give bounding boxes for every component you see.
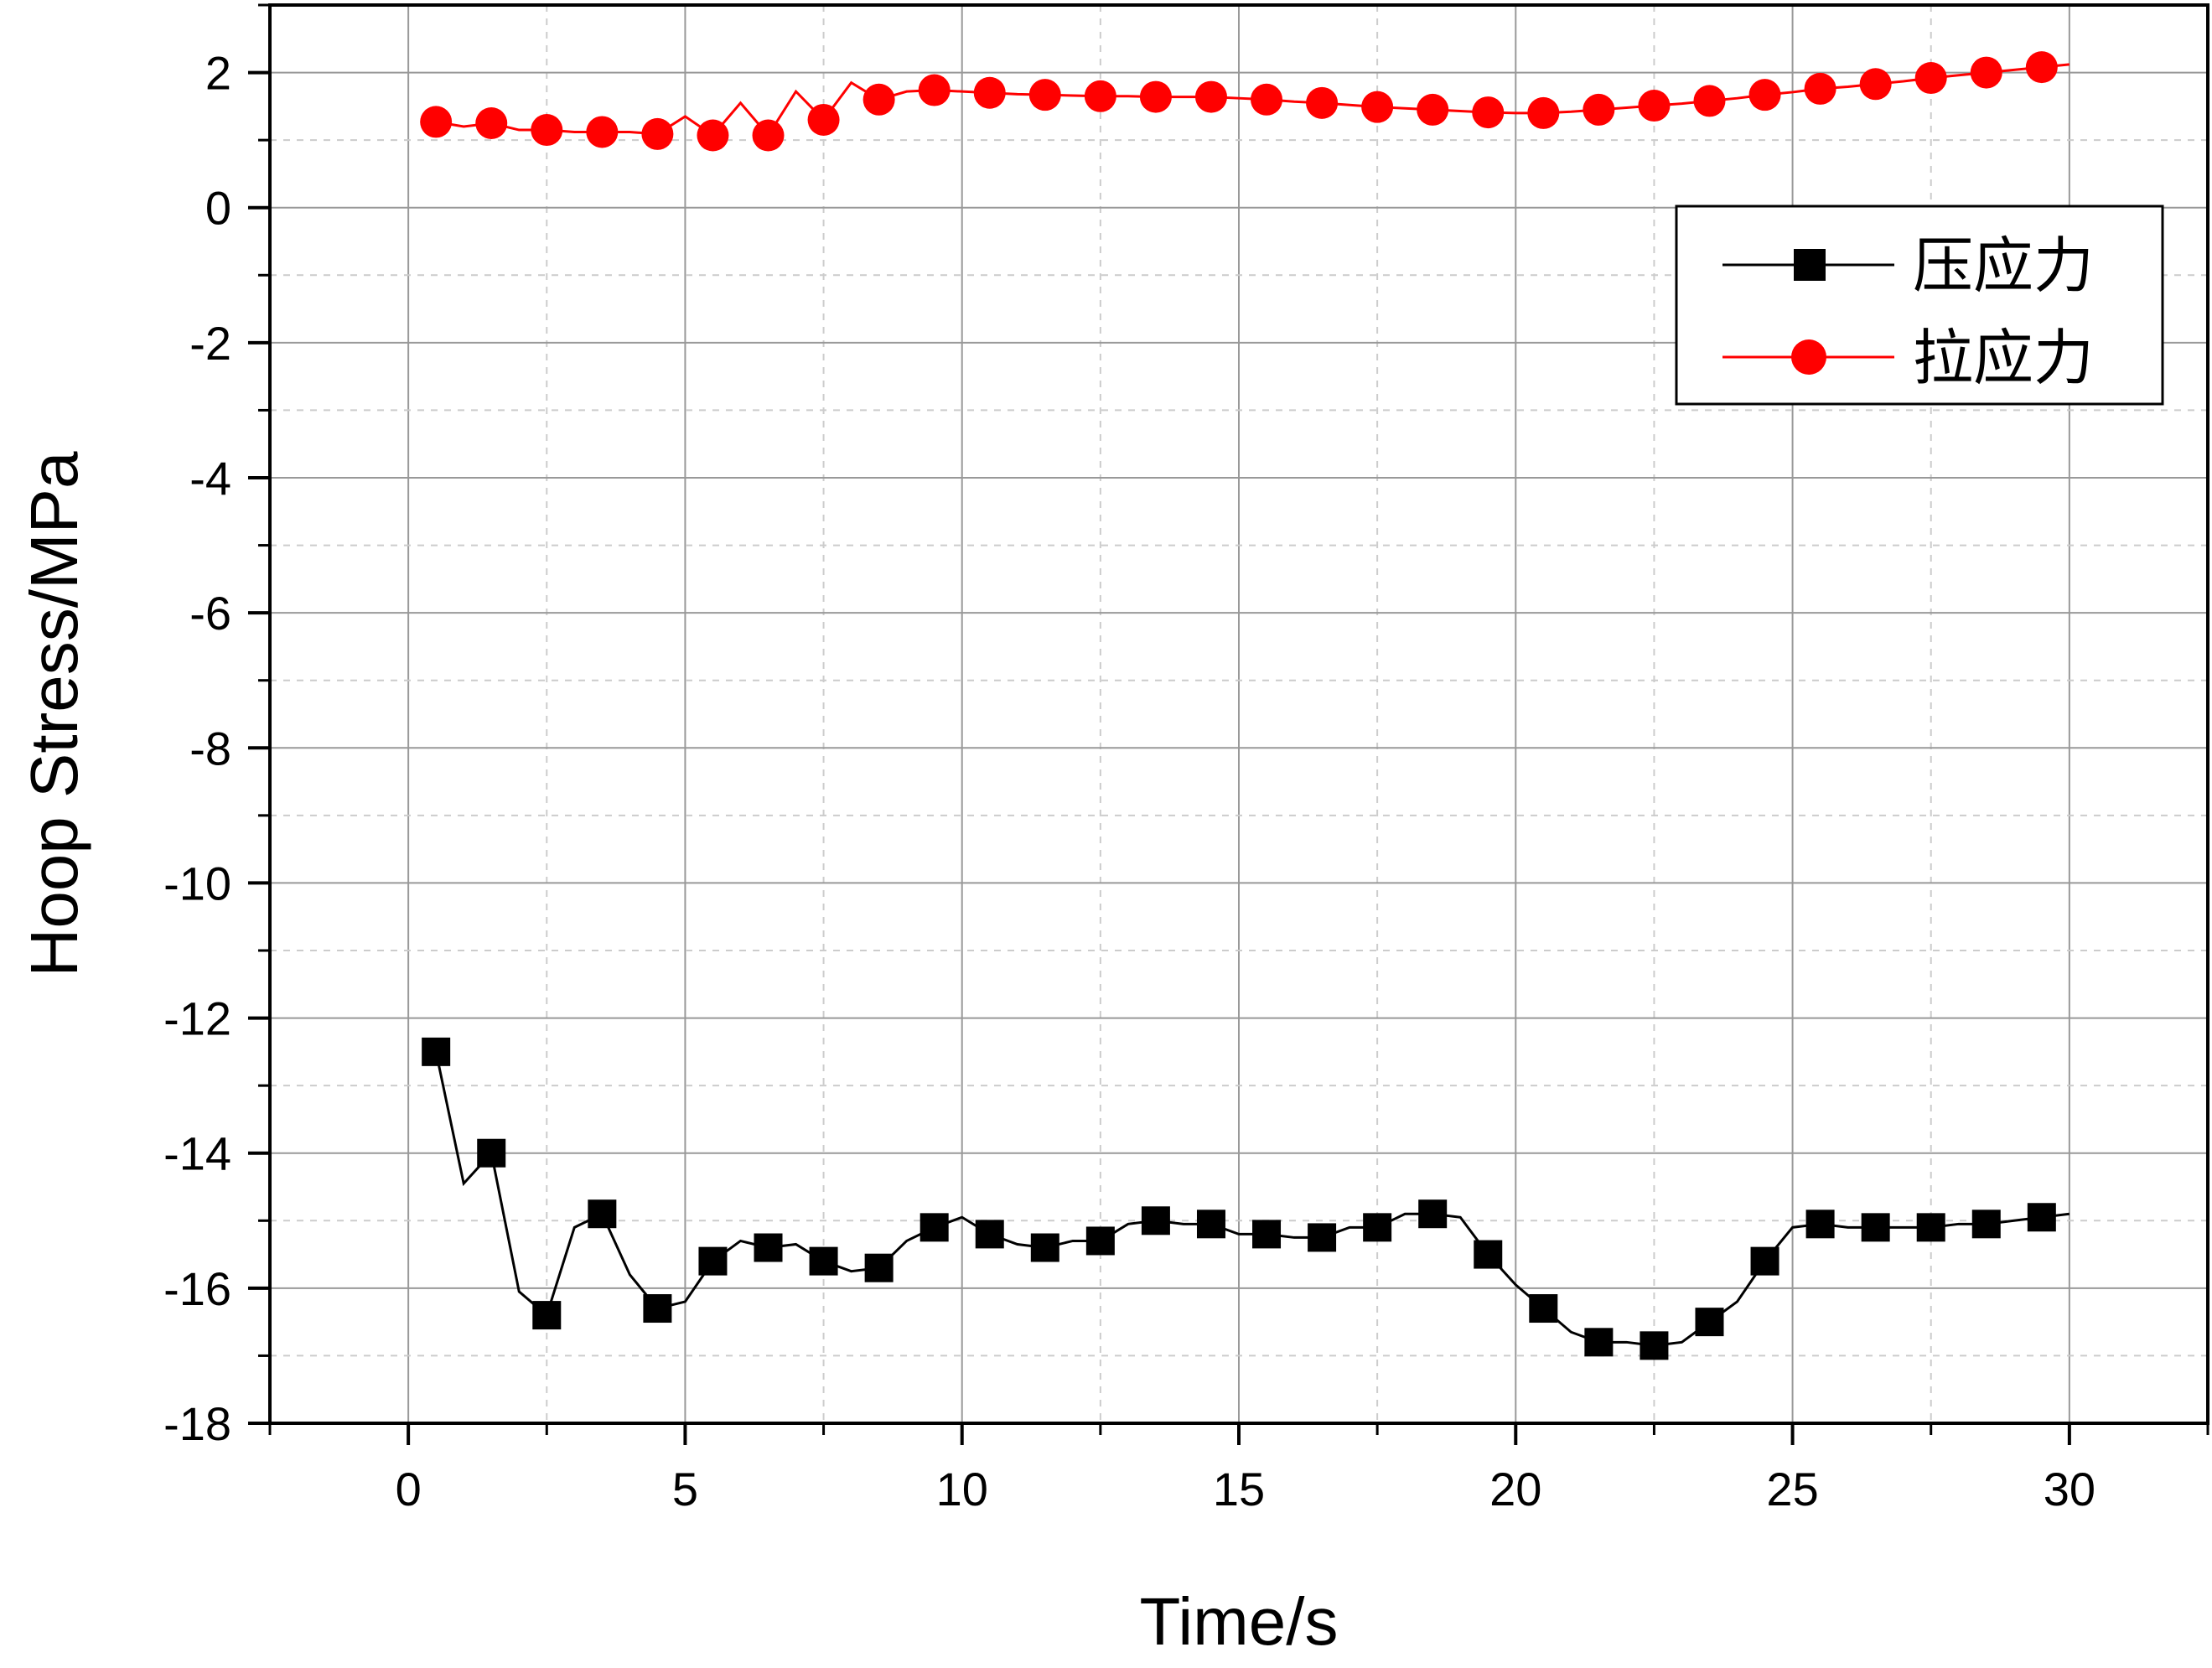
x-axis-title: Time/s	[1139, 1584, 1338, 1659]
data-point-square	[754, 1233, 783, 1262]
data-point-circle	[641, 117, 674, 150]
data-point-circle	[1084, 80, 1116, 112]
legend-label: 压应力	[1913, 231, 2094, 301]
axis-ticks	[248, 3, 2209, 1445]
data-point-square	[1971, 1210, 2001, 1239]
data-point-square	[532, 1301, 562, 1330]
data-point-square	[1363, 1213, 1392, 1242]
y-tick-label: -6	[189, 587, 231, 640]
data-point-square	[1750, 1246, 1779, 1276]
y-tick-label: -8	[189, 722, 231, 774]
data-point-circle	[1638, 90, 1671, 122]
data-point-square	[1418, 1199, 1448, 1229]
legend-marker-square	[1794, 249, 1826, 281]
data-point-square	[1640, 1331, 1669, 1360]
y-axis-title: Hoop Stress/MPa	[17, 451, 91, 976]
data-point-square	[1141, 1206, 1170, 1235]
data-point-circle	[1527, 96, 1560, 129]
y-tick-label: -14	[163, 1127, 231, 1180]
data-point-square	[1030, 1233, 1059, 1262]
data-point-square	[1695, 1308, 1724, 1337]
data-point-square	[643, 1294, 672, 1324]
data-point-circle	[531, 114, 563, 147]
data-point-circle	[1472, 96, 1505, 129]
x-tick-label: 30	[2044, 1463, 2095, 1515]
data-point-circle	[1306, 86, 1339, 119]
y-tick-label: 0	[205, 182, 231, 235]
data-point-square	[1196, 1210, 1225, 1239]
data-point-circle	[1028, 79, 1061, 111]
legend-box	[1675, 205, 2164, 406]
legend-label: 拉应力	[1913, 323, 2094, 393]
series-1	[422, 1037, 2070, 1360]
data-point-circle	[1194, 80, 1227, 113]
data-point-circle	[918, 74, 951, 106]
data-point-circle	[2025, 51, 2058, 84]
data-point-square	[809, 1246, 838, 1276]
y-tick-label: -2	[189, 317, 231, 370]
data-point-circle	[1859, 68, 1892, 101]
data-point-square	[1861, 1213, 1890, 1242]
y-tick-label: -18	[163, 1397, 231, 1450]
data-point-square	[1805, 1210, 1835, 1239]
data-point-square	[1474, 1240, 1503, 1269]
data-point-square	[422, 1037, 451, 1066]
data-point-circle	[1417, 93, 1449, 126]
data-point-circle	[752, 119, 785, 152]
data-point-square	[1308, 1223, 1337, 1252]
x-tick-label: 10	[936, 1463, 988, 1515]
data-point-circle	[1748, 79, 1781, 111]
y-tick-label: -10	[163, 857, 231, 909]
series-line	[434, 1051, 2070, 1347]
data-point-circle	[863, 83, 895, 116]
data-point-circle	[1583, 93, 1615, 126]
x-tick-label: 0	[396, 1463, 422, 1515]
data-point-circle	[1251, 83, 1283, 116]
x-tick-label: 15	[1213, 1463, 1265, 1515]
data-point-square	[1085, 1226, 1115, 1256]
legend-item-2: 拉应力	[1722, 323, 2094, 393]
y-tick-label: 2	[205, 47, 231, 100]
data-point-square	[975, 1220, 1004, 1249]
x-tick-label: 25	[1766, 1463, 1818, 1515]
x-tick-label: 5	[672, 1463, 698, 1515]
data-point-square	[864, 1253, 894, 1282]
series-2	[420, 51, 2070, 152]
data-point-circle	[475, 107, 508, 139]
data-point-square	[588, 1199, 617, 1229]
data-point-square	[1252, 1220, 1282, 1249]
data-point-square	[2027, 1203, 2056, 1232]
data-point-circle	[1693, 85, 1726, 117]
data-point-square	[477, 1138, 506, 1168]
data-point-circle	[1139, 80, 1172, 113]
legend-item-1: 压应力	[1722, 231, 2094, 301]
series-layer	[420, 51, 2070, 1360]
data-point-circle	[1970, 56, 2002, 89]
grid-lines	[269, 4, 2209, 1424]
data-point-circle	[1914, 62, 1947, 95]
legend-marker-circle	[1791, 339, 1826, 375]
y-tick-label: -12	[163, 992, 231, 1045]
y-tick-label: -4	[189, 452, 231, 505]
data-point-square	[920, 1213, 949, 1242]
data-point-circle	[420, 106, 453, 138]
x-tick-label: 20	[1489, 1463, 1541, 1515]
data-point-circle	[697, 119, 729, 152]
data-point-circle	[1804, 72, 1836, 105]
data-point-square	[698, 1246, 728, 1276]
y-tick-label: -16	[163, 1262, 231, 1315]
data-point-square	[1916, 1213, 1945, 1242]
data-point-square	[1584, 1328, 1614, 1357]
data-point-circle	[586, 116, 619, 148]
data-point-circle	[1361, 91, 1394, 123]
data-point-circle	[973, 76, 1006, 109]
data-point-circle	[807, 103, 840, 136]
data-point-square	[1529, 1294, 1558, 1324]
